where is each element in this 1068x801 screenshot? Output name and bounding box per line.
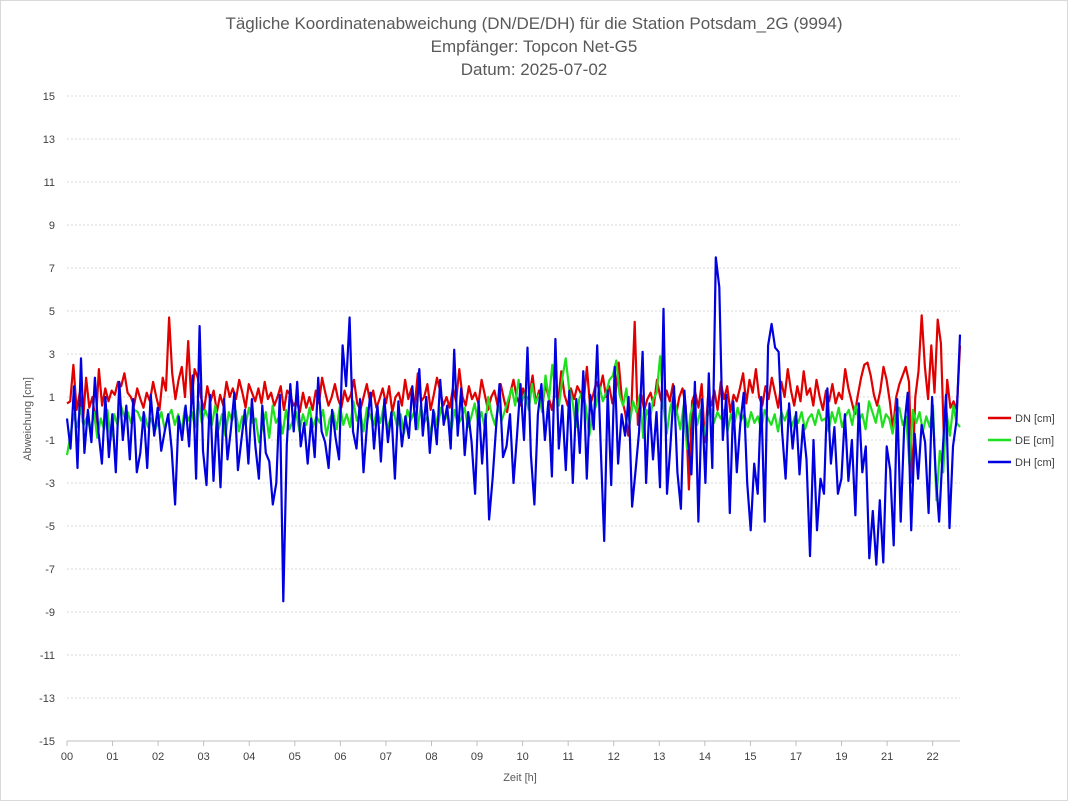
y-tick-label: -3 — [45, 478, 55, 490]
x-tick-label: 03 — [198, 751, 210, 763]
legend-label: DH [cm] — [1015, 457, 1055, 469]
y-tick-label: 11 — [44, 177, 55, 189]
y-tick-label: 7 — [49, 263, 55, 275]
x-tick-label: 22 — [927, 751, 939, 763]
y-tick-label: -13 — [39, 693, 55, 705]
y-tick-label: 1 — [49, 392, 55, 404]
x-tick-label: 00 — [61, 751, 73, 763]
x-tick-label: 09 — [471, 751, 483, 763]
y-tick-label: 3 — [49, 349, 55, 361]
x-tick-label: 02 — [152, 751, 164, 763]
x-tick-label: 17 — [790, 751, 802, 763]
x-tick-label: 07 — [380, 751, 392, 763]
title-line-2: Empfänger: Topcon Net-G5 — [431, 37, 638, 56]
y-tick-label: -1 — [45, 435, 55, 447]
title-line-3: Datum: 2025-07-02 — [461, 60, 607, 79]
x-tick-label: 04 — [243, 751, 255, 763]
x-tick-label: 19 — [835, 751, 847, 763]
legend-label: DE [cm] — [1015, 435, 1054, 447]
x-tick-label: 11 — [562, 751, 573, 763]
x-tick-label: 13 — [653, 751, 665, 763]
x-tick-label: 10 — [516, 751, 528, 763]
y-tick-label: -15 — [39, 736, 55, 748]
series-line-dh — [65, 256, 962, 603]
y-axis-ticks: 15 13 11 9 7 5 3 1 -1 -3 -5 -7 -9 -11 -13 -15 — [39, 91, 55, 748]
y-tick-label: -9 — [45, 607, 55, 619]
y-tick-label: 5 — [49, 306, 55, 318]
y-tick-label: 13 — [43, 134, 55, 146]
x-tick-label: 06 — [334, 751, 346, 763]
y-axis-title: Abweichung [cm] — [22, 377, 34, 461]
x-tick-label: 21 — [881, 751, 893, 763]
x-tick-label: 15 — [744, 751, 756, 763]
y-tick-label: -11 — [40, 650, 55, 662]
title-line-1: Tägliche Koordinatenabweichung (DN/DE/DH… — [225, 14, 842, 33]
x-tick-label: 14 — [699, 751, 711, 763]
y-tick-label: 15 — [43, 91, 55, 103]
x-tick-label: 12 — [608, 751, 620, 763]
x-axis-title: Zeit [h] — [503, 772, 537, 784]
y-tick-label: 9 — [49, 220, 55, 232]
x-tick-label: 05 — [289, 751, 301, 763]
x-tick-label: 01 — [106, 751, 118, 763]
series-line-de — [65, 355, 961, 502]
x-axis-ticks: 00 01 02 03 04 05 06 07 08 09 10 11 12 13 14 15 17 19 21 22 — [61, 741, 939, 763]
series-lines — [65, 256, 962, 603]
y-tick-label: -5 — [45, 521, 55, 533]
legend: DN [cm] DE [cm] DH [cm] — [988, 413, 1055, 469]
legend-label: DN [cm] — [1015, 413, 1055, 425]
x-tick-label: 08 — [425, 751, 437, 763]
chart-title: Tägliche Koordinatenabweichung (DN/DE/DH… — [225, 14, 842, 79]
y-tick-label: -7 — [45, 564, 55, 576]
